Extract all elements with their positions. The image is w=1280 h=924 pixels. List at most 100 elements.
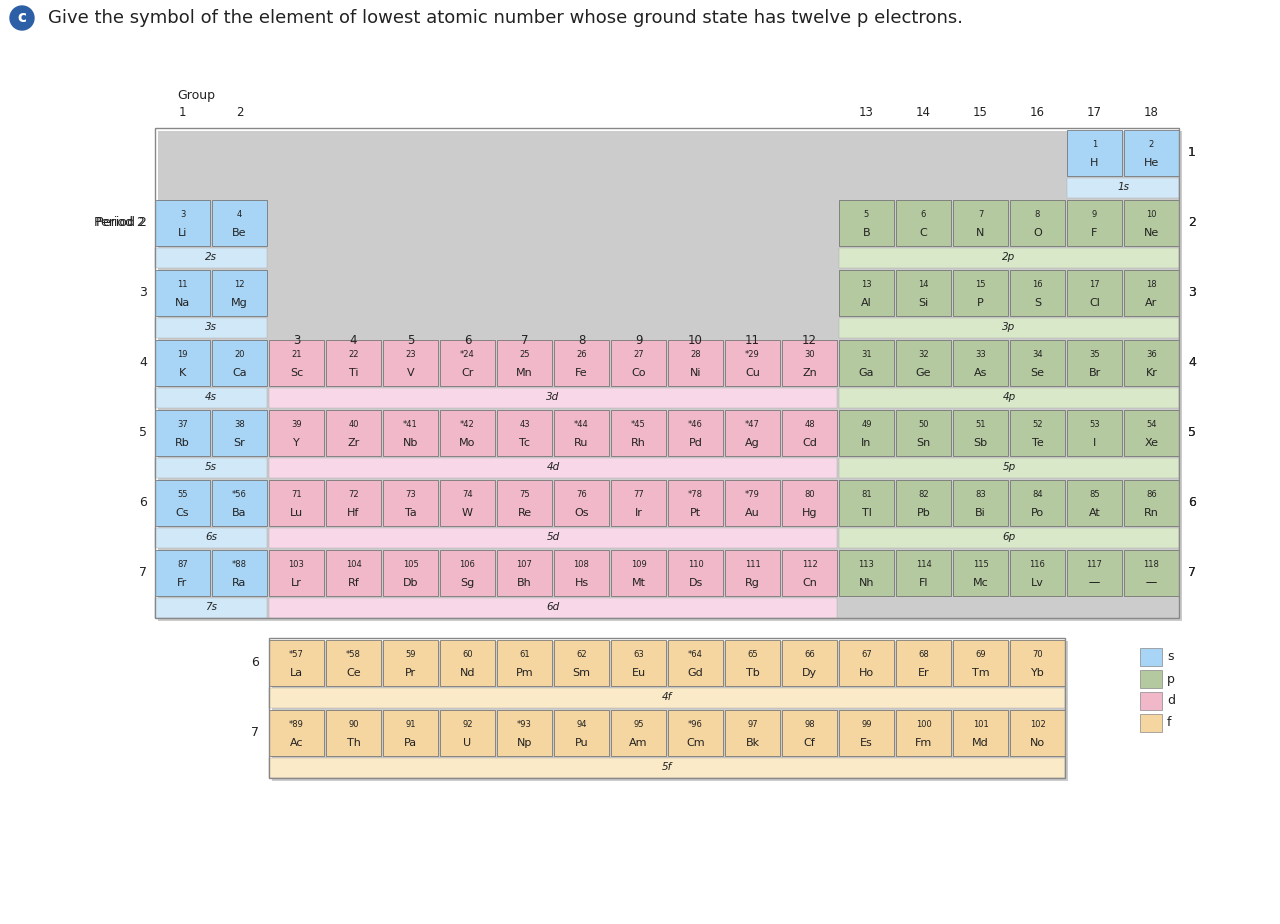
Text: 4s: 4s bbox=[205, 392, 218, 402]
Text: 82: 82 bbox=[918, 491, 929, 499]
Text: Br: Br bbox=[1088, 368, 1101, 378]
Bar bbox=[668, 710, 723, 756]
Text: 14: 14 bbox=[916, 106, 931, 119]
Text: *45: *45 bbox=[631, 420, 646, 430]
Text: Xe: Xe bbox=[1144, 438, 1158, 447]
Text: 43: 43 bbox=[520, 420, 530, 430]
Bar bbox=[668, 480, 723, 526]
Bar bbox=[1010, 640, 1065, 686]
Text: 62: 62 bbox=[576, 650, 586, 660]
Text: No: No bbox=[1030, 737, 1044, 748]
Bar bbox=[155, 598, 268, 618]
Text: d: d bbox=[1167, 695, 1175, 708]
Bar bbox=[724, 640, 780, 686]
Text: Bi: Bi bbox=[975, 507, 986, 517]
Bar bbox=[1010, 200, 1065, 246]
Bar bbox=[782, 480, 837, 526]
Text: 2p: 2p bbox=[1002, 252, 1015, 262]
Text: 4: 4 bbox=[1188, 356, 1196, 369]
Bar bbox=[668, 550, 723, 596]
Text: *88: *88 bbox=[232, 560, 247, 569]
Text: 53: 53 bbox=[1089, 420, 1100, 430]
Text: Bh: Bh bbox=[517, 578, 532, 588]
Text: Ds: Ds bbox=[689, 578, 703, 588]
Bar bbox=[1068, 480, 1123, 526]
Text: 75: 75 bbox=[520, 491, 530, 499]
Text: Ag: Ag bbox=[745, 438, 760, 447]
Bar bbox=[554, 550, 609, 596]
Text: Os: Os bbox=[575, 507, 589, 517]
Text: 5: 5 bbox=[140, 425, 147, 439]
Text: 21: 21 bbox=[292, 350, 302, 359]
Text: U: U bbox=[463, 737, 471, 748]
Text: Sg: Sg bbox=[461, 578, 475, 588]
Bar bbox=[838, 710, 893, 756]
Text: 87: 87 bbox=[177, 560, 188, 569]
Text: Md: Md bbox=[972, 737, 989, 748]
Bar bbox=[782, 340, 837, 386]
Text: Ru: Ru bbox=[575, 438, 589, 447]
Text: Po: Po bbox=[1030, 507, 1044, 517]
Text: Fm: Fm bbox=[915, 737, 932, 748]
Bar bbox=[155, 128, 1179, 618]
Text: B: B bbox=[863, 227, 870, 237]
Text: 19: 19 bbox=[177, 350, 188, 359]
Text: Tb: Tb bbox=[746, 667, 759, 677]
Text: 31: 31 bbox=[861, 350, 872, 359]
Text: 111: 111 bbox=[745, 560, 760, 569]
Text: 92: 92 bbox=[462, 721, 472, 729]
Bar bbox=[269, 340, 324, 386]
Text: 11: 11 bbox=[745, 334, 760, 347]
Text: s: s bbox=[1167, 650, 1174, 663]
Text: 13: 13 bbox=[861, 280, 872, 289]
Text: —: — bbox=[1089, 578, 1100, 588]
Bar bbox=[896, 480, 951, 526]
Bar bbox=[724, 410, 780, 456]
Text: 4: 4 bbox=[237, 211, 242, 219]
Text: Ac: Ac bbox=[289, 737, 303, 748]
Text: —: — bbox=[1089, 578, 1100, 588]
Text: Ba: Ba bbox=[232, 507, 247, 517]
Bar bbox=[554, 710, 609, 756]
Text: 54: 54 bbox=[1147, 420, 1157, 430]
Bar bbox=[1068, 550, 1123, 596]
Text: 115: 115 bbox=[973, 560, 988, 569]
Text: 113: 113 bbox=[859, 560, 874, 569]
Bar bbox=[440, 340, 495, 386]
Text: 50: 50 bbox=[918, 420, 929, 430]
Bar bbox=[1068, 410, 1123, 456]
Text: Si: Si bbox=[918, 298, 928, 308]
Text: 4: 4 bbox=[1188, 356, 1196, 369]
Text: 8: 8 bbox=[1034, 211, 1041, 219]
Text: Pd: Pd bbox=[689, 438, 703, 447]
Text: Dy: Dy bbox=[803, 667, 817, 677]
Text: 25: 25 bbox=[520, 350, 530, 359]
Text: 98: 98 bbox=[804, 721, 815, 729]
Bar bbox=[269, 638, 1065, 778]
Text: 6: 6 bbox=[463, 334, 471, 347]
Text: 23: 23 bbox=[406, 350, 416, 359]
Text: *57: *57 bbox=[289, 650, 303, 660]
Bar bbox=[326, 710, 381, 756]
Text: Tm: Tm bbox=[972, 667, 989, 677]
Text: S: S bbox=[1034, 298, 1041, 308]
Text: Se: Se bbox=[1030, 368, 1044, 378]
Text: 104: 104 bbox=[346, 560, 361, 569]
Text: 4d: 4d bbox=[547, 462, 559, 472]
Text: 73: 73 bbox=[406, 491, 416, 499]
Text: *44: *44 bbox=[575, 420, 589, 430]
Text: O: O bbox=[1033, 227, 1042, 237]
Text: 16: 16 bbox=[1030, 106, 1044, 119]
Text: Lv: Lv bbox=[1032, 578, 1044, 588]
Bar bbox=[954, 550, 1009, 596]
Text: 67: 67 bbox=[861, 650, 872, 660]
Text: La: La bbox=[291, 667, 303, 677]
Text: 17: 17 bbox=[1089, 280, 1100, 289]
Text: Ar: Ar bbox=[1146, 298, 1157, 308]
Text: Mo: Mo bbox=[460, 438, 476, 447]
Text: 61: 61 bbox=[520, 650, 530, 660]
Text: H: H bbox=[1091, 158, 1098, 167]
Bar bbox=[1068, 200, 1123, 246]
Text: Nb: Nb bbox=[403, 438, 419, 447]
Bar bbox=[440, 640, 495, 686]
